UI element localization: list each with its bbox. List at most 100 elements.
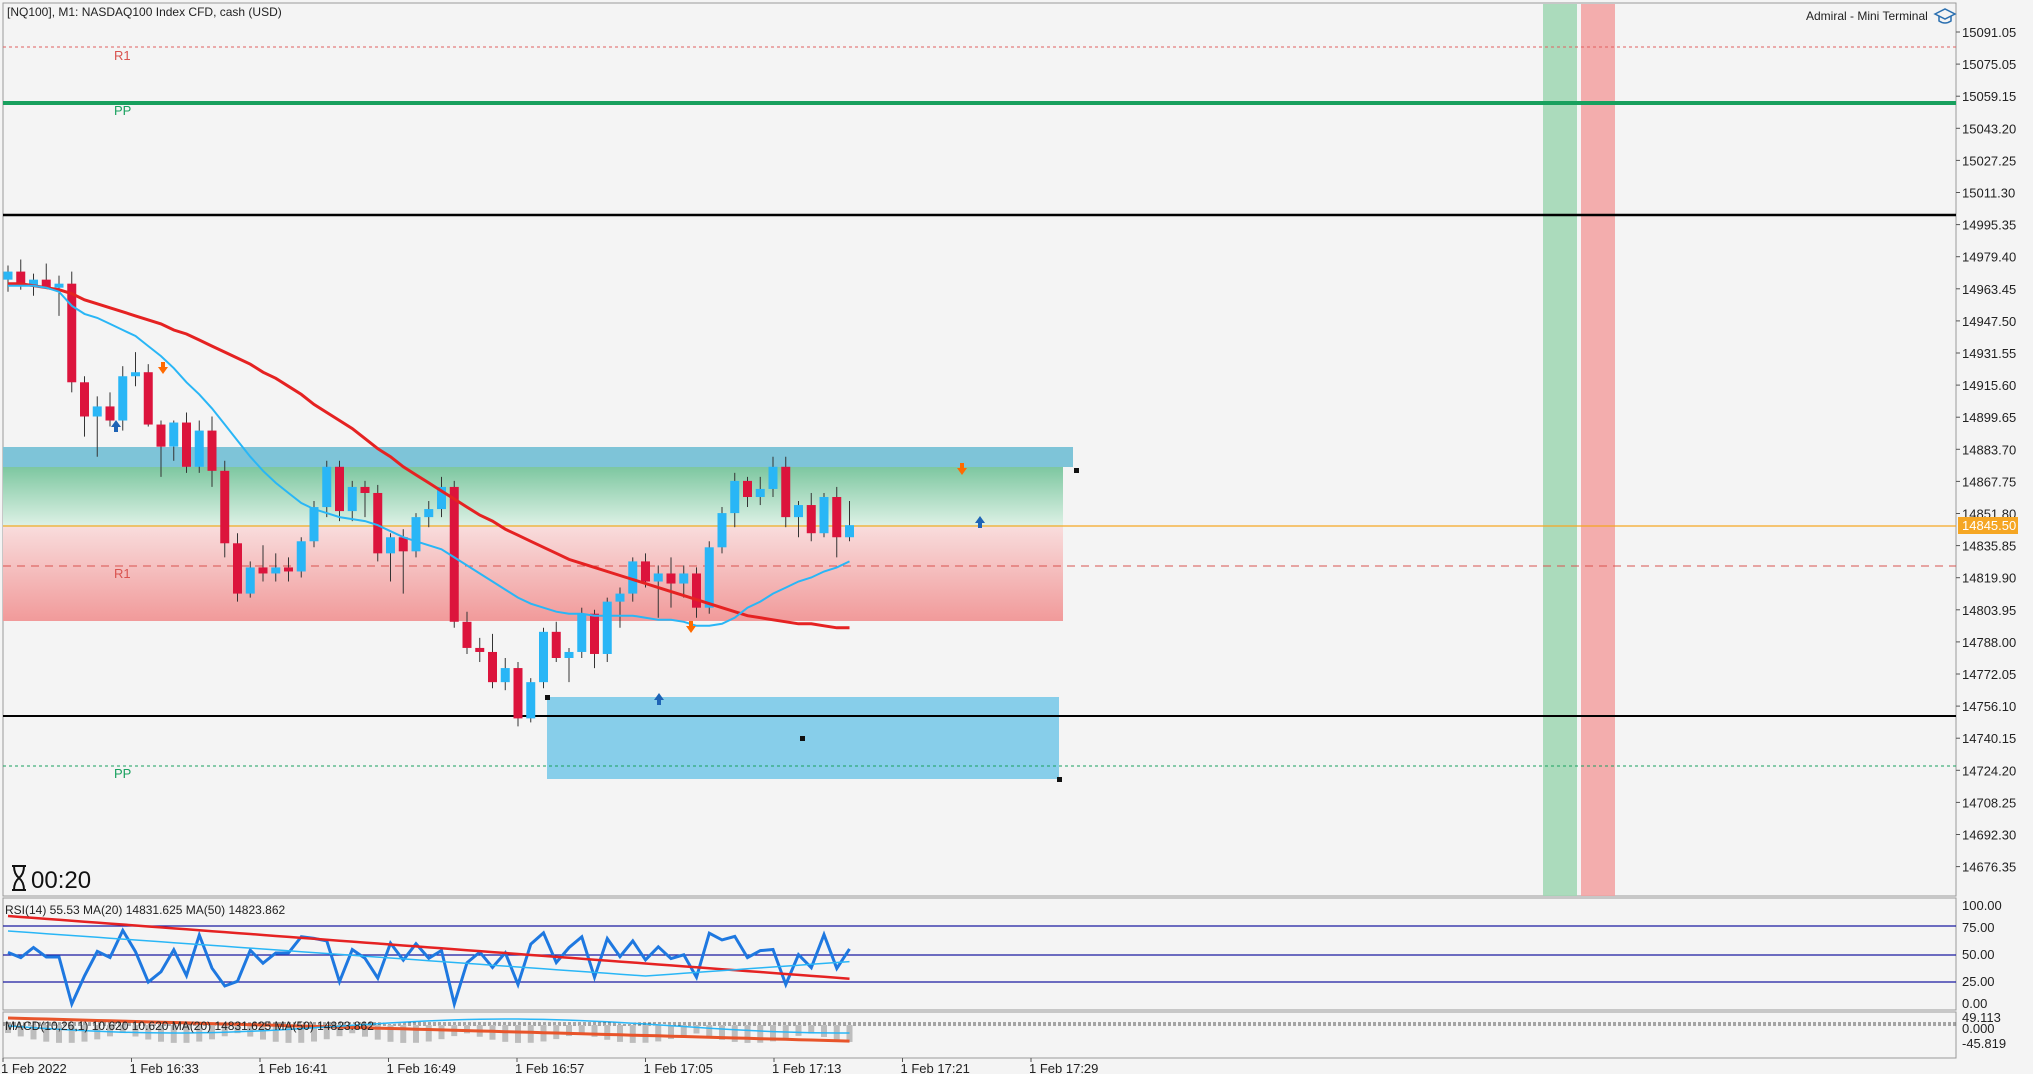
candle-body[interactable] bbox=[347, 486, 357, 512]
candle-body[interactable] bbox=[475, 647, 485, 652]
candle-body[interactable] bbox=[220, 470, 230, 544]
candle-body[interactable] bbox=[602, 601, 612, 654]
rsi-axis: 100.00 75.00 50.00 25.00 0.00 bbox=[1962, 898, 2002, 1011]
macd-bar bbox=[438, 1025, 445, 1040]
candle-body[interactable] bbox=[615, 593, 625, 602]
macd-bar bbox=[5, 1025, 11, 1033]
candle-body[interactable] bbox=[284, 567, 293, 572]
candle-body[interactable] bbox=[653, 573, 663, 582]
candle-body[interactable] bbox=[398, 537, 408, 552]
pp-label-bottom: PP bbox=[114, 766, 131, 781]
candle-body[interactable] bbox=[67, 283, 77, 383]
candle-body[interactable] bbox=[704, 547, 714, 608]
macd-bar bbox=[81, 1025, 88, 1042]
candle-body[interactable] bbox=[819, 496, 829, 534]
candle-body[interactable] bbox=[182, 422, 191, 467]
session-band-green bbox=[1543, 4, 1577, 896]
candle-body[interactable] bbox=[143, 372, 153, 425]
candle-body[interactable] bbox=[806, 505, 816, 534]
candle-body[interactable] bbox=[832, 496, 842, 538]
macd-bar bbox=[642, 1025, 649, 1043]
candle-body[interactable] bbox=[539, 631, 548, 683]
candle-body[interactable] bbox=[577, 613, 587, 652]
macd-bar bbox=[272, 1025, 279, 1042]
zone-handle-top-right[interactable] bbox=[1074, 468, 1079, 473]
candle-body[interactable] bbox=[437, 486, 446, 510]
candle-body[interactable] bbox=[41, 279, 51, 288]
time-tick-label: 1 Feb 17:05 bbox=[644, 1061, 713, 1074]
candle-body[interactable] bbox=[92, 406, 102, 417]
candle-body[interactable] bbox=[743, 480, 752, 497]
graduation-cap-icon[interactable] bbox=[1933, 8, 1957, 24]
candle-body[interactable] bbox=[245, 567, 255, 594]
candle-body[interactable] bbox=[80, 382, 89, 417]
candle-body[interactable] bbox=[296, 541, 306, 572]
candle-body[interactable] bbox=[29, 279, 38, 286]
box-handle-bottom-right[interactable] bbox=[1057, 777, 1062, 782]
candle-body[interactable] bbox=[666, 573, 676, 584]
candle-body[interactable] bbox=[156, 424, 166, 447]
candle-body[interactable] bbox=[679, 573, 689, 584]
candle-body[interactable] bbox=[692, 573, 701, 608]
macd-bar bbox=[502, 1025, 509, 1042]
candle-body[interactable] bbox=[54, 283, 64, 288]
candle-body[interactable] bbox=[194, 430, 204, 467]
price-tick-label: 14947.50 bbox=[1962, 314, 2016, 329]
candle-body[interactable] bbox=[768, 466, 778, 489]
candle-body[interactable] bbox=[386, 537, 395, 554]
candle-body[interactable] bbox=[373, 492, 383, 554]
box-handle-center[interactable] bbox=[800, 736, 805, 741]
candle-body[interactable] bbox=[424, 509, 434, 518]
candle-body[interactable] bbox=[462, 621, 472, 648]
macd-tick-label: 0.000 bbox=[1962, 1021, 1995, 1036]
candle-body[interactable] bbox=[233, 543, 242, 594]
price-tick-label: 14963.45 bbox=[1962, 282, 2016, 297]
candle-body[interactable] bbox=[513, 668, 523, 719]
macd-bar bbox=[94, 1025, 101, 1040]
candle-body[interactable] bbox=[526, 682, 536, 719]
macd-indicator[interactable] bbox=[3, 1016, 1956, 1043]
candle-body[interactable] bbox=[105, 406, 115, 421]
candle-body[interactable] bbox=[717, 513, 727, 548]
macd-bar bbox=[770, 1025, 776, 1042]
candle-body[interactable] bbox=[207, 430, 217, 471]
candle-body[interactable] bbox=[755, 488, 765, 497]
candle-body[interactable] bbox=[118, 376, 128, 421]
candle-body[interactable] bbox=[16, 271, 26, 286]
candle-body[interactable] bbox=[551, 631, 561, 659]
candle-body[interactable] bbox=[3, 271, 13, 280]
price-tick-label: 14995.35 bbox=[1962, 218, 2016, 233]
candle-body[interactable] bbox=[794, 505, 803, 518]
candle-body[interactable] bbox=[488, 651, 497, 683]
candle-body[interactable] bbox=[590, 613, 599, 654]
candle-body[interactable] bbox=[628, 561, 638, 594]
candle-body[interactable] bbox=[781, 466, 791, 518]
candle-body[interactable] bbox=[131, 372, 140, 377]
price-tick-label: 15011.30 bbox=[1962, 186, 2015, 201]
macd-signal-line bbox=[7, 1016, 850, 1043]
price-axis[interactable]: 15091.05 15075.05 15059.15 15043.20 15027.25… bbox=[1956, 25, 2016, 875]
box-handle-top-left[interactable] bbox=[545, 695, 550, 700]
candle-body[interactable] bbox=[411, 517, 421, 552]
candle-body[interactable] bbox=[258, 567, 268, 574]
candle-body[interactable] bbox=[169, 422, 179, 447]
macd-bar bbox=[706, 1025, 713, 1037]
candle-body[interactable] bbox=[271, 567, 281, 574]
candle-body[interactable] bbox=[845, 525, 854, 538]
candle-body[interactable] bbox=[309, 507, 319, 542]
resistance-zone-top[interactable] bbox=[3, 447, 1073, 467]
buy-arrow-icon bbox=[975, 516, 985, 528]
price-tick-label: 14915.60 bbox=[1962, 378, 2016, 393]
candle-body[interactable] bbox=[360, 486, 370, 493]
rsi-indicator[interactable] bbox=[3, 914, 1956, 1010]
candle-body[interactable] bbox=[730, 480, 740, 514]
candle-body[interactable] bbox=[641, 561, 650, 582]
candle-body[interactable] bbox=[449, 486, 459, 622]
price-tick-label: 14724.20 bbox=[1962, 763, 2016, 778]
candle-body[interactable] bbox=[564, 651, 574, 659]
candle-body[interactable] bbox=[500, 668, 510, 683]
candle-body[interactable] bbox=[335, 466, 344, 512]
candle-body[interactable] bbox=[322, 466, 332, 508]
macd-bar bbox=[132, 1025, 139, 1037]
